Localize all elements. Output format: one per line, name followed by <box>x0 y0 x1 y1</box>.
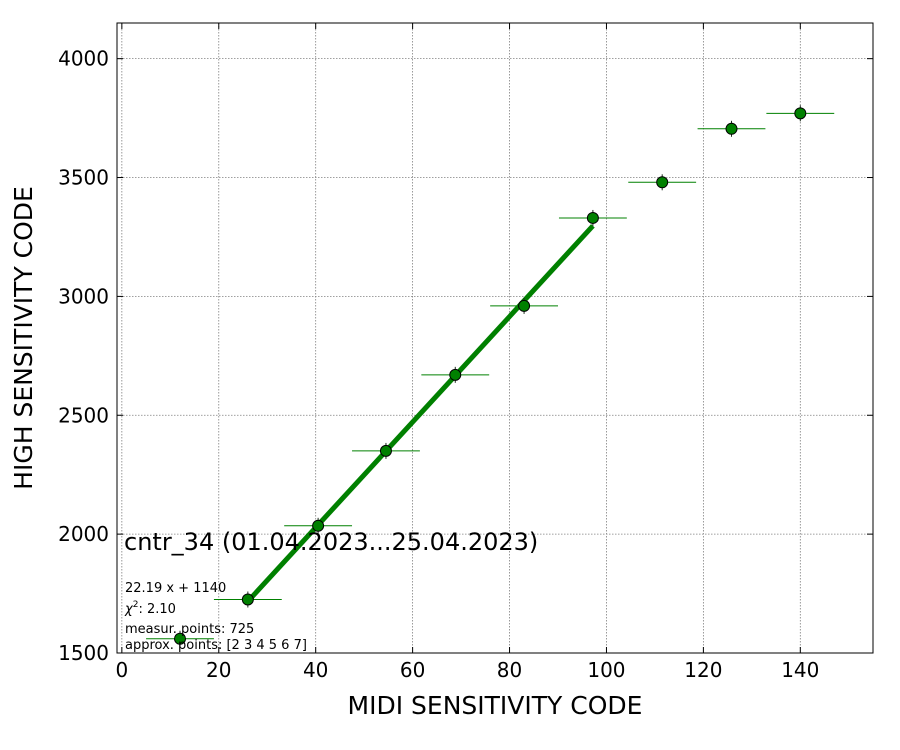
data-point <box>586 211 599 224</box>
fit-layer <box>246 224 595 604</box>
data-point <box>656 176 669 189</box>
chi2-value: : 2.10 <box>138 602 175 617</box>
x-tick-label: 100 <box>587 658 625 682</box>
plot-frame <box>116 22 874 654</box>
x-tick-label: 120 <box>684 658 722 682</box>
y-tick-label: 4000 <box>58 47 109 71</box>
fit-equation-annotation: 22.19 x + 1140 <box>125 581 226 596</box>
y-tick-label: 3000 <box>58 284 109 308</box>
data-point <box>174 632 186 645</box>
data-point <box>241 593 254 606</box>
data-point <box>518 299 531 312</box>
measur-points-annotation: measur. points: 725 <box>125 622 254 637</box>
x-tick-label: 60 <box>400 658 425 682</box>
x-tick-label: 40 <box>303 658 328 682</box>
x-axis-ticks: 0 20 40 60 80 100 120 140 <box>115 23 819 682</box>
y-axis-title: HIGH SENSITIVITY CODE <box>9 186 38 490</box>
chi2-superscript: 2 <box>133 600 139 610</box>
y-tick-label: 1500 <box>58 641 109 665</box>
y-tick-label: 3500 <box>58 166 109 190</box>
data-point <box>794 107 807 120</box>
chi2-annotation: χ2: 2.10 <box>124 600 176 617</box>
points-layer <box>146 105 835 647</box>
data-point <box>312 519 325 532</box>
grid <box>117 23 873 654</box>
x-axis-title: MIDI SENSITIVITY CODE <box>348 691 643 720</box>
y-tick-label: 2000 <box>58 522 109 546</box>
data-point <box>725 122 738 135</box>
x-tick-label: 0 <box>115 658 128 682</box>
data-point <box>449 368 462 381</box>
x-tick-label: 20 <box>206 658 231 682</box>
y-tick-label: 2500 <box>58 403 109 427</box>
approx-points-annotation: approx. points: [2 3 4 5 6 7] <box>125 638 307 653</box>
fit-line <box>246 224 595 604</box>
y-axis-ticks: 1500 2000 2500 3000 3500 4000 <box>58 47 873 665</box>
x-tick-label: 80 <box>497 658 522 682</box>
data-point <box>379 444 392 457</box>
chi2-symbol: χ <box>124 602 134 617</box>
x-tick-label: 140 <box>781 658 819 682</box>
chart-title-annotation: cntr_34 (01.04.2023...25.04.2023) <box>124 528 538 556</box>
